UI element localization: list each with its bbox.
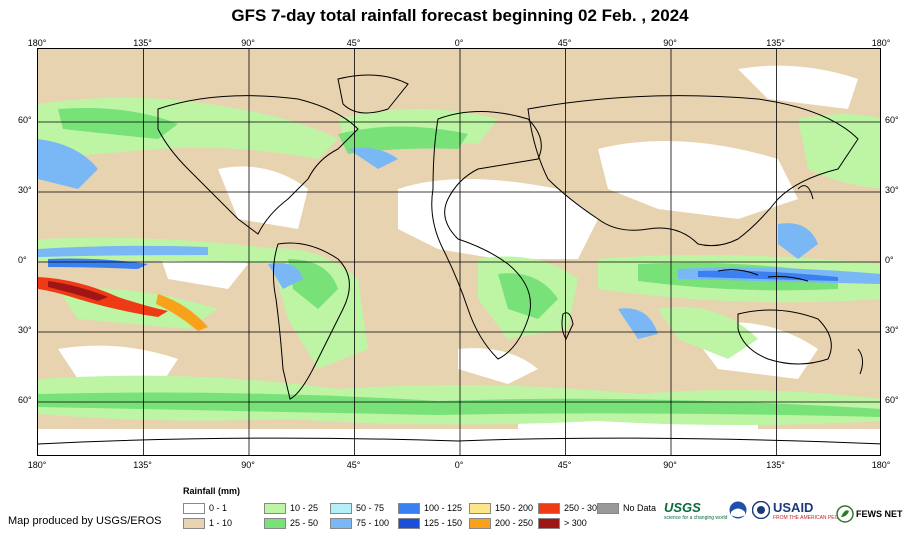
legend-swatch [183, 517, 205, 529]
lat-label-right: 30° [885, 325, 899, 335]
legend-label: 250 - 300 [564, 503, 603, 513]
usgs-logo: USGS science for a changing world [664, 500, 727, 521]
lon-label-bottom: 45° [346, 460, 361, 470]
lat-label-left: 0° [18, 255, 27, 265]
legend-item: No Data [597, 502, 656, 514]
legend-item: 25 - 50 [264, 517, 318, 529]
legend-swatch [398, 517, 420, 529]
legend-item: 0 - 1 [183, 502, 227, 514]
legend-swatch [264, 517, 286, 529]
lat-label-left: 30° [18, 325, 32, 335]
usgs-tagline: science for a changing world [664, 515, 728, 521]
legend-swatch [469, 502, 491, 514]
legend-item: 125 - 150 [398, 517, 462, 529]
lon-label-bottom: 90° [663, 460, 677, 470]
fewsnet-leaf-icon [836, 505, 854, 523]
lat-label-left: 60° [18, 395, 32, 405]
lon-label-top: 90° [241, 38, 255, 48]
map-title: GFS 7-day total rainfall forecast beginn… [231, 6, 689, 25]
legend-label: 150 - 200 [495, 503, 534, 513]
legend-swatch [264, 502, 286, 514]
noaa-logo [729, 501, 747, 519]
lon-label-top: 135° [766, 38, 785, 48]
lon-label-top: 45° [346, 38, 361, 48]
lon-label-bottom: 135° [133, 460, 152, 470]
usaid-seal [752, 501, 770, 519]
legend-swatch [183, 502, 205, 514]
legend-label: 0 - 1 [209, 503, 228, 513]
legend-label: 75 - 100 [356, 518, 390, 528]
lat-label-right: 60° [885, 115, 899, 125]
lon-label-top: 45° [557, 38, 572, 48]
lat-label-right: 60° [885, 395, 899, 405]
credit-text: Map produced by USGS/EROS [8, 515, 162, 527]
lon-label-bottom: 180° [871, 460, 891, 470]
lon-label-top: 0° [454, 38, 464, 48]
lon-label-bottom: 0° [454, 460, 464, 470]
legend-swatch [398, 502, 420, 514]
noaa-emblem-icon [729, 501, 747, 519]
legend-title: Rainfall (mm) [183, 486, 241, 496]
legend-label: 10 - 25 [290, 503, 319, 513]
legend-item: 200 - 250 [469, 517, 533, 529]
legend-swatch [330, 517, 352, 529]
legend-label: 50 - 75 [356, 503, 385, 513]
fewsnet-logo: FEWS NET [836, 505, 903, 523]
lon-label-top: 180° [871, 38, 891, 48]
rainfall-map [37, 48, 881, 456]
lon-label-top: 135° [133, 38, 152, 48]
legend-item: 1 - 10 [183, 517, 232, 529]
lon-label-bottom: 135° [766, 460, 785, 470]
usaid-tagline: FROM THE AMERICAN PEOPLE [773, 515, 848, 521]
legend-label: 100 - 125 [424, 503, 463, 513]
legend-item: 250 - 300 [538, 502, 602, 514]
usgs-wordmark: USGS [664, 500, 701, 515]
legend-item: 75 - 100 [330, 517, 389, 529]
lat-label-left: 30° [18, 185, 32, 195]
legend-swatch [597, 502, 619, 514]
legend-swatch [538, 517, 560, 529]
lat-label-right: 30° [885, 185, 899, 195]
legend-label: > 300 [564, 518, 587, 528]
legend-item: 50 - 75 [330, 502, 384, 514]
lon-label-bottom: 45° [557, 460, 572, 470]
lon-label-bottom: 90° [241, 460, 255, 470]
legend-item: 150 - 200 [469, 502, 533, 514]
legend-swatch [469, 517, 491, 529]
map-canvas [38, 49, 880, 455]
lon-label-top: 180° [27, 38, 47, 48]
lon-label-top: 90° [663, 38, 677, 48]
lat-label-left: 60° [18, 115, 32, 125]
legend-label: 25 - 50 [290, 518, 319, 528]
legend-item: 100 - 125 [398, 502, 462, 514]
usaid-logo: USAID FROM THE AMERICAN PEOPLE [773, 500, 848, 521]
usaid-seal-icon [752, 501, 770, 519]
legend-label: No Data [623, 503, 657, 513]
legend-label: 1 - 10 [209, 518, 233, 528]
legend-label: 125 - 150 [424, 518, 463, 528]
fewsnet-wordmark: FEWS NET [856, 509, 903, 519]
legend-label: 200 - 250 [495, 518, 534, 528]
legend-item: 10 - 25 [264, 502, 318, 514]
legend-swatch [538, 502, 560, 514]
usaid-wordmark: USAID [773, 500, 814, 515]
legend-item: > 300 [538, 517, 587, 529]
lat-label-right: 0° [885, 255, 894, 265]
lon-label-bottom: 180° [27, 460, 47, 470]
legend-swatch [330, 502, 352, 514]
